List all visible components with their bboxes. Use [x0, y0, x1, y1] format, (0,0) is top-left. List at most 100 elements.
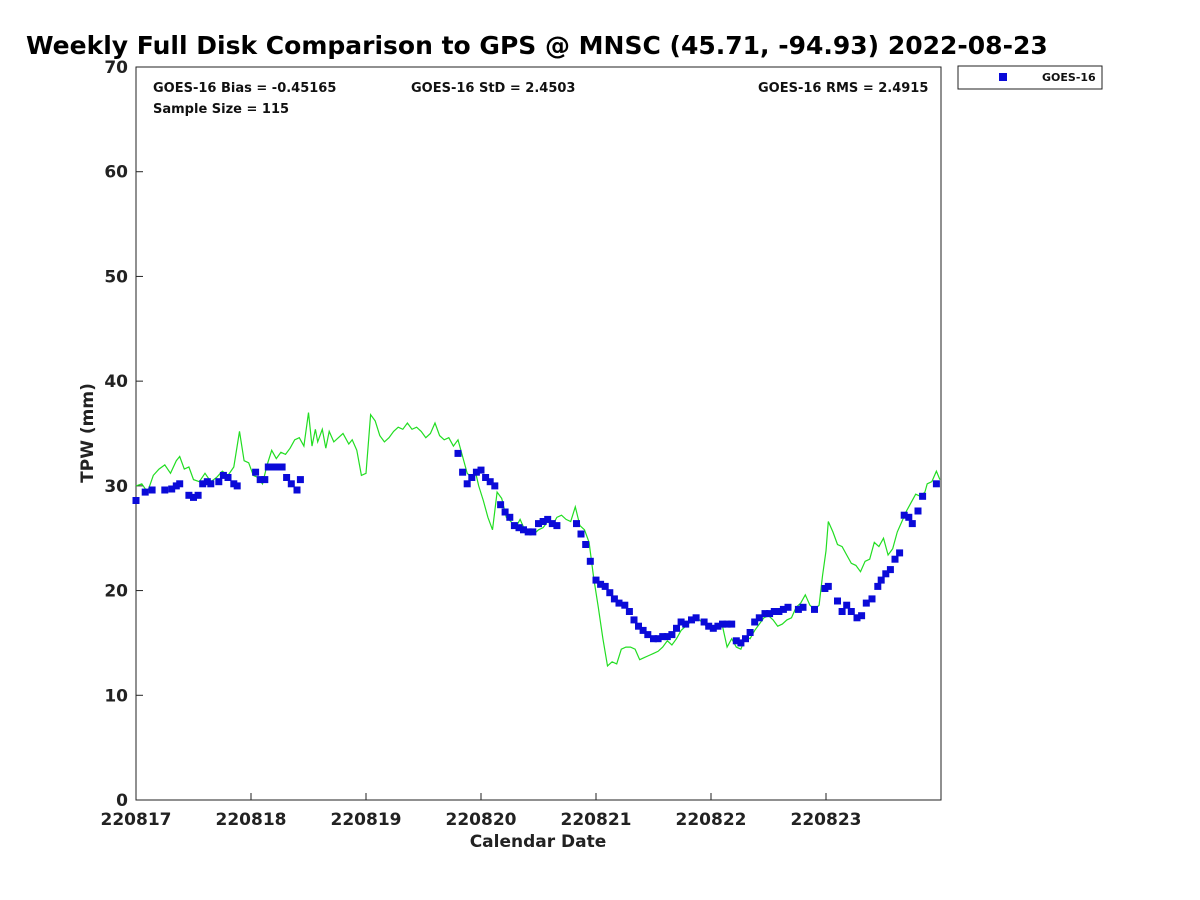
y-tick-label: 10 — [104, 686, 128, 706]
goes16-point — [794, 605, 802, 613]
goes16-point — [459, 468, 467, 476]
goes16-point — [858, 612, 866, 620]
goes16-point — [862, 599, 870, 607]
goes16-point — [468, 474, 476, 481]
goes16-point — [199, 480, 207, 488]
goes16-point — [597, 580, 605, 588]
goes16-point — [207, 480, 215, 488]
goes16-point — [233, 482, 241, 490]
x-tick-label: 220823 — [791, 810, 862, 830]
goes16-point — [737, 639, 745, 647]
plot-area — [135, 66, 942, 801]
x-axis-label: Calendar Date — [470, 832, 607, 852]
goes16-point — [705, 622, 713, 630]
goes16-point — [264, 463, 272, 471]
x-axis: 220817 220818 220819 220820 220821 220822 2208… — [101, 793, 862, 830]
rms-stat: GOES-16 RMS = 2.4915 — [758, 81, 928, 96]
x-tick-label: 220821 — [561, 810, 632, 830]
goes16-point — [838, 608, 846, 615]
goes16-point — [132, 497, 140, 504]
goes16-point — [625, 608, 633, 615]
y-tick-label: 50 — [104, 267, 128, 287]
goes16-point — [261, 476, 269, 484]
goes16-point — [529, 528, 537, 536]
goes16-point — [586, 557, 594, 565]
y-tick-label: 60 — [104, 163, 128, 183]
goes16-point — [535, 520, 542, 528]
y-tick-label: 20 — [104, 582, 128, 602]
goes16-point — [553, 522, 561, 530]
goes16-point — [454, 449, 462, 457]
goes16-point — [224, 474, 232, 481]
goes16-point — [293, 486, 301, 494]
goes16-point — [784, 603, 792, 611]
goes16-point — [700, 618, 708, 626]
goes16-point — [919, 492, 927, 500]
goes16-point — [524, 528, 532, 536]
goes16-point — [482, 474, 490, 481]
legend-label-goes16: GOES-16 — [1042, 71, 1096, 84]
goes16-point — [491, 482, 499, 490]
y-tick-label: 0 — [116, 791, 128, 811]
goes16-point — [847, 608, 855, 615]
x-tick-label: 220817 — [101, 810, 172, 830]
goes16-point — [775, 608, 783, 615]
goes16-point — [615, 599, 623, 607]
goes16-point — [283, 474, 291, 481]
goes16-point — [644, 631, 652, 639]
goes16-point — [215, 478, 223, 486]
goes16-point — [296, 476, 304, 484]
goes16-point — [650, 635, 657, 643]
goes16-point — [673, 624, 680, 632]
goes16-point — [176, 480, 184, 488]
goes16-point — [755, 614, 763, 622]
goes16-point — [868, 595, 876, 603]
goes16-point — [639, 626, 647, 634]
x-tick-label: 220820 — [446, 810, 517, 830]
goes16-point — [905, 513, 913, 521]
goes16-point — [601, 582, 609, 590]
goes16-point — [874, 582, 882, 590]
goes16-point — [610, 595, 618, 603]
goes16-point — [582, 541, 590, 548]
goes16-point — [548, 520, 556, 528]
chart-title: Weekly Full Disk Comparison to GPS @ MNS… — [26, 31, 1048, 60]
goes16-point — [682, 620, 690, 628]
goes16-point — [843, 601, 851, 609]
goes16-point — [506, 513, 514, 521]
goes16-point — [677, 618, 685, 626]
goes16-point — [515, 524, 523, 532]
legend-marker-goes16 — [999, 73, 1007, 81]
goes16-point — [472, 468, 480, 476]
goes16-point — [886, 566, 894, 574]
goes16-point — [194, 491, 202, 499]
goes16-point — [635, 622, 642, 630]
goes16-point — [891, 555, 899, 563]
goes16-point — [882, 570, 890, 578]
goes16-point — [573, 520, 580, 528]
goes16-point — [668, 631, 676, 639]
goes16-point — [900, 511, 908, 519]
goes16-point — [770, 608, 778, 615]
goes16-point — [732, 637, 740, 645]
y-tick-label: 70 — [104, 58, 128, 78]
goes16-point — [592, 576, 600, 584]
goes16-point — [761, 610, 769, 618]
goes16-point — [719, 620, 726, 628]
goes16-point — [161, 486, 169, 494]
goes16-point — [908, 520, 916, 528]
goes16-point — [486, 478, 494, 486]
goes16-point — [544, 515, 552, 523]
goes16-point — [148, 486, 156, 494]
goes16-point — [219, 471, 227, 479]
legend-box — [957, 65, 1103, 90]
goes16-point — [256, 476, 264, 484]
legend: GOES-16 — [957, 65, 1103, 90]
bias-stat: GOES-16 Bias = -0.45165 — [153, 81, 336, 96]
goes16-point — [654, 635, 662, 643]
goes16-point — [932, 480, 940, 488]
goes16-point — [190, 493, 197, 501]
goes16-point — [751, 618, 759, 626]
goes16-point — [539, 518, 547, 525]
goes16-point — [688, 616, 695, 624]
